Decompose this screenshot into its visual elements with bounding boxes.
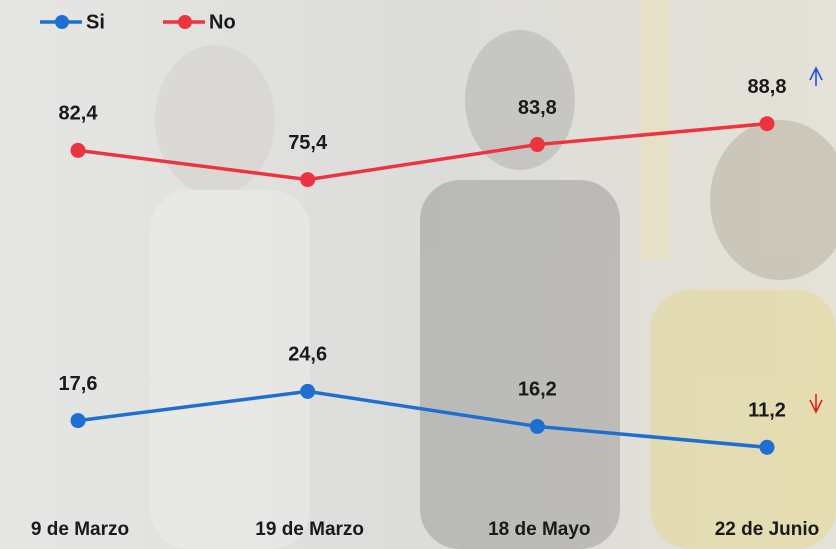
data-label: 11,2 [748,400,786,422]
x-tick-label: 19 de Marzo [255,519,364,540]
legend-label: Si [86,11,105,33]
data-point [760,116,775,131]
x-tick-label: 18 de Mayo [488,519,590,540]
data-point [760,440,775,455]
data-point [530,419,545,434]
data-label: 82,4 [59,103,99,125]
data-label: 24,6 [288,344,327,366]
data-point [71,143,86,158]
x-tick-label: 9 de Marzo [31,519,129,540]
chart: 9 de Marzo 19 de Marzo 18 de Mayo 22 de Jun… [0,0,836,549]
x-tick-label: 22 de Junio [715,519,820,540]
data-point [71,413,86,428]
data-point [300,384,315,399]
legend-marker [55,15,69,29]
data-label: 16,2 [518,379,557,401]
data-point [530,137,545,152]
data-label: 83,8 [518,97,557,119]
legend-marker [178,15,192,29]
data-label: 17,6 [59,373,98,395]
data-label: 75,4 [288,132,328,154]
data-point [300,172,315,187]
data-label: 88,8 [748,76,787,98]
legend-label: No [209,11,236,33]
